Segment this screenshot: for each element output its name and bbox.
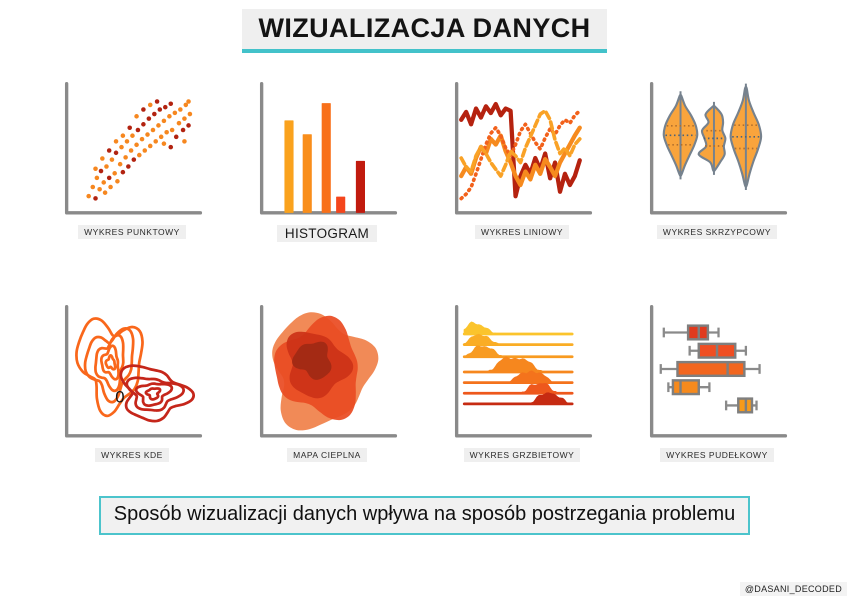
kde-plot-chart: 0 [64,304,203,438]
chart-label-kde: WYKRES KDE [95,448,169,462]
charts-grid: WYKRES PUNKTOWY HISTOGRAM WYKRES LINIOWY… [35,79,815,462]
chart-card-histogram: HISTOGRAM [251,79,403,242]
chart-label-line: WYKRES LINIOWY [474,225,570,239]
chart-label-ridge: WYKRES GRZBIETOWY [463,448,581,462]
chart-card-heatmap: MAPA CIEPLNA [251,302,403,462]
chart-card-ridge: WYKRES GRZBIETOWY [446,302,598,462]
header: WIZUALIZACJA DANYCH [0,0,849,53]
svg-text:0: 0 [115,387,124,406]
chart-label-scatter: WYKRES PUNKTOWY [78,225,186,239]
heatmap-chart [259,304,398,438]
chart-card-box: WYKRES PUDEŁKOWY [641,302,793,462]
line-chart [454,81,593,215]
histogram-chart [259,81,398,215]
watermark: @DASANI_DECODED [739,582,847,596]
violin-plot-chart [649,81,788,215]
chart-label-heatmap: MAPA CIEPLNA [287,448,367,462]
chart-label-violin: WYKRES SKRZYPCOWY [656,225,778,239]
ridge-plot-chart [454,304,593,438]
chart-card-scatter: WYKRES PUNKTOWY [56,79,208,242]
footer-quote: Sposób wizualizacji danych wpływa na spo… [98,496,751,535]
chart-card-violin: WYKRES SKRZYPCOWY [641,79,793,242]
chart-label-box: WYKRES PUDEŁKOWY [660,448,774,462]
chart-card-kde: 0 WYKRES KDE [56,302,208,462]
box-plot-chart [649,304,788,438]
chart-label-histogram: HISTOGRAM [276,225,378,242]
chart-card-line: WYKRES LINIOWY [446,79,598,242]
scatter-plot-chart [64,81,203,215]
footer: Sposób wizualizacji danych wpływa na spo… [0,496,849,596]
page-title: WIZUALIZACJA DANYCH [242,9,607,53]
